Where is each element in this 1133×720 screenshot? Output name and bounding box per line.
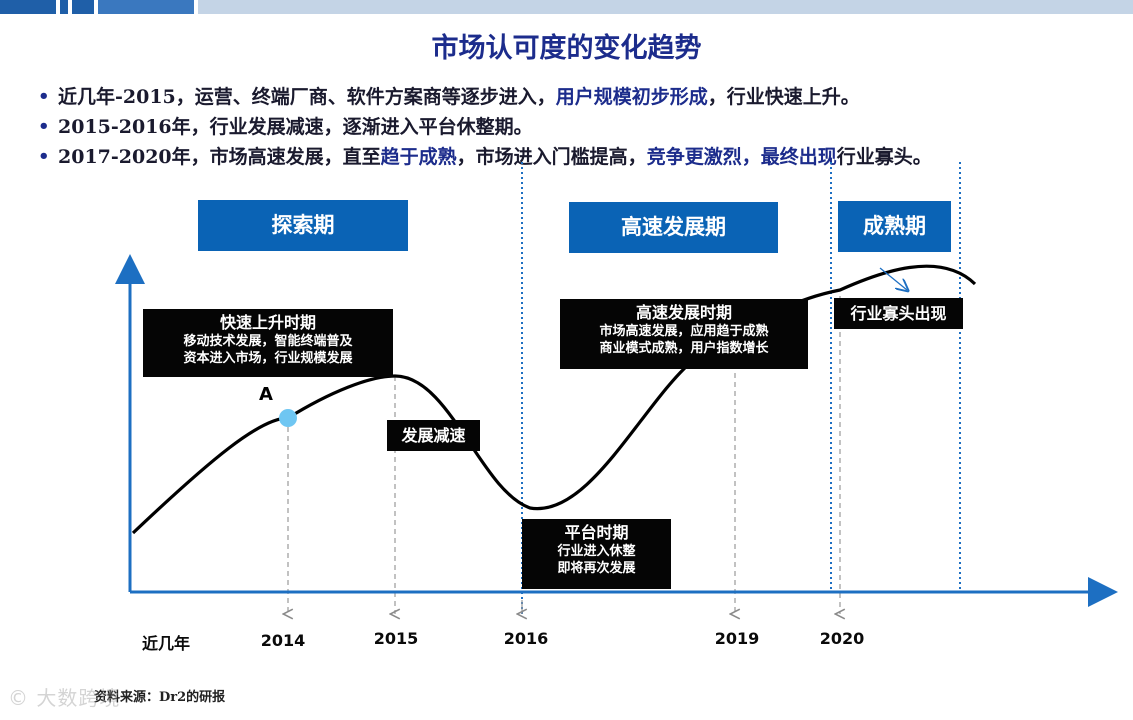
note-title: 快速上升时期	[219, 313, 316, 332]
note-platform: 平台时期 行业进入休整 即将再次发展	[522, 519, 671, 589]
note-title: 发展减速	[401, 426, 466, 445]
note-title: 平台时期	[564, 523, 629, 542]
note-high-speed: 高速发展时期 市场高速发展，应用趋于成熟 商业模式成熟，用户指数增长	[560, 299, 808, 369]
note-line: 商业模式成熟，用户指数增长	[599, 341, 769, 356]
bullet-text: 2017-2020年，市场高速发展，直至	[58, 146, 381, 168]
watermark: © 大数跨境	[8, 686, 121, 710]
bullet-text: ，市场进入门槛提高，	[456, 146, 647, 168]
bullet-item-2: • 2015-2016年，行业发展减速，逐渐进入平台休整期。	[38, 112, 1128, 142]
slide-title: 市场认可度的变化趋势	[431, 33, 702, 64]
x-tick-label: 近几年	[141, 634, 190, 653]
top-decoration-bar	[0, 0, 1133, 14]
bullet-text: ，行业快速上升。	[707, 86, 860, 108]
note-line: 移动技术发展，智能终端普及	[183, 334, 353, 349]
bullet-dot-icon: •	[38, 116, 50, 137]
bullet-item-1: • 近几年-2015，运营、终端厂商、软件方案商等逐步进入，用户规模初步形成，行…	[38, 82, 1128, 112]
note-oligopoly: 行业寡头出现	[834, 298, 963, 329]
note-title: 高速发展时期	[635, 303, 732, 322]
note-title: 行业寡头出现	[850, 304, 947, 323]
note-line: 市场高速发展，应用趋于成熟	[599, 324, 769, 339]
x-tick-label: 2016	[503, 629, 549, 648]
note-line: 即将再次发展	[557, 561, 636, 576]
bullet-dot-icon: •	[38, 86, 50, 107]
note-rapid-rise: 快速上升时期 移动技术发展，智能终端普及 资本进入市场，行业规模发展	[143, 309, 393, 377]
note-line: 行业进入休整	[557, 544, 636, 559]
bullet-item-3: • 2017-2020年，市场高速发展，直至趋于成熟，市场进入门槛提高，竞争更激…	[38, 142, 1128, 172]
bullet-highlight: 用户规模初步形成	[555, 86, 708, 108]
bullet-text: 2015-2016年，行业发展减速，逐渐进入平台休整期。	[58, 116, 533, 138]
x-tick-label: 2019	[714, 629, 760, 648]
x-tick-label: 2014	[260, 631, 306, 650]
bullet-highlight: 趋于成熟	[380, 146, 457, 168]
source-note: 资料来源：Dr2的研报	[94, 690, 226, 705]
peak-pointer-arrow	[879, 267, 907, 290]
point-a-label: A	[259, 384, 273, 405]
bullet-text: 行业寡头。	[836, 146, 932, 168]
x-tick-label: 2020	[819, 629, 865, 648]
bullet-highlight: 竞争更激烈，最终出现	[646, 146, 837, 168]
point-a-marker	[279, 409, 297, 427]
bullet-dot-icon: •	[38, 146, 50, 167]
x-tick-label: 2015	[373, 629, 419, 648]
bullet-list: • 近几年-2015，运营、终端厂商、软件方案商等逐步进入，用户规模初步形成，行…	[38, 82, 1128, 172]
phase-mature-label: 成熟期	[838, 201, 951, 252]
note-slowdown: 发展减速	[387, 420, 480, 451]
note-line: 资本进入市场，行业规模发展	[183, 351, 353, 366]
phase-growth-label: 高速发展期	[569, 202, 778, 253]
phase-explore-label: 探索期	[198, 200, 408, 251]
bullet-text: 近几年-2015，运营、终端厂商、软件方案商等逐步进入，	[58, 86, 556, 108]
